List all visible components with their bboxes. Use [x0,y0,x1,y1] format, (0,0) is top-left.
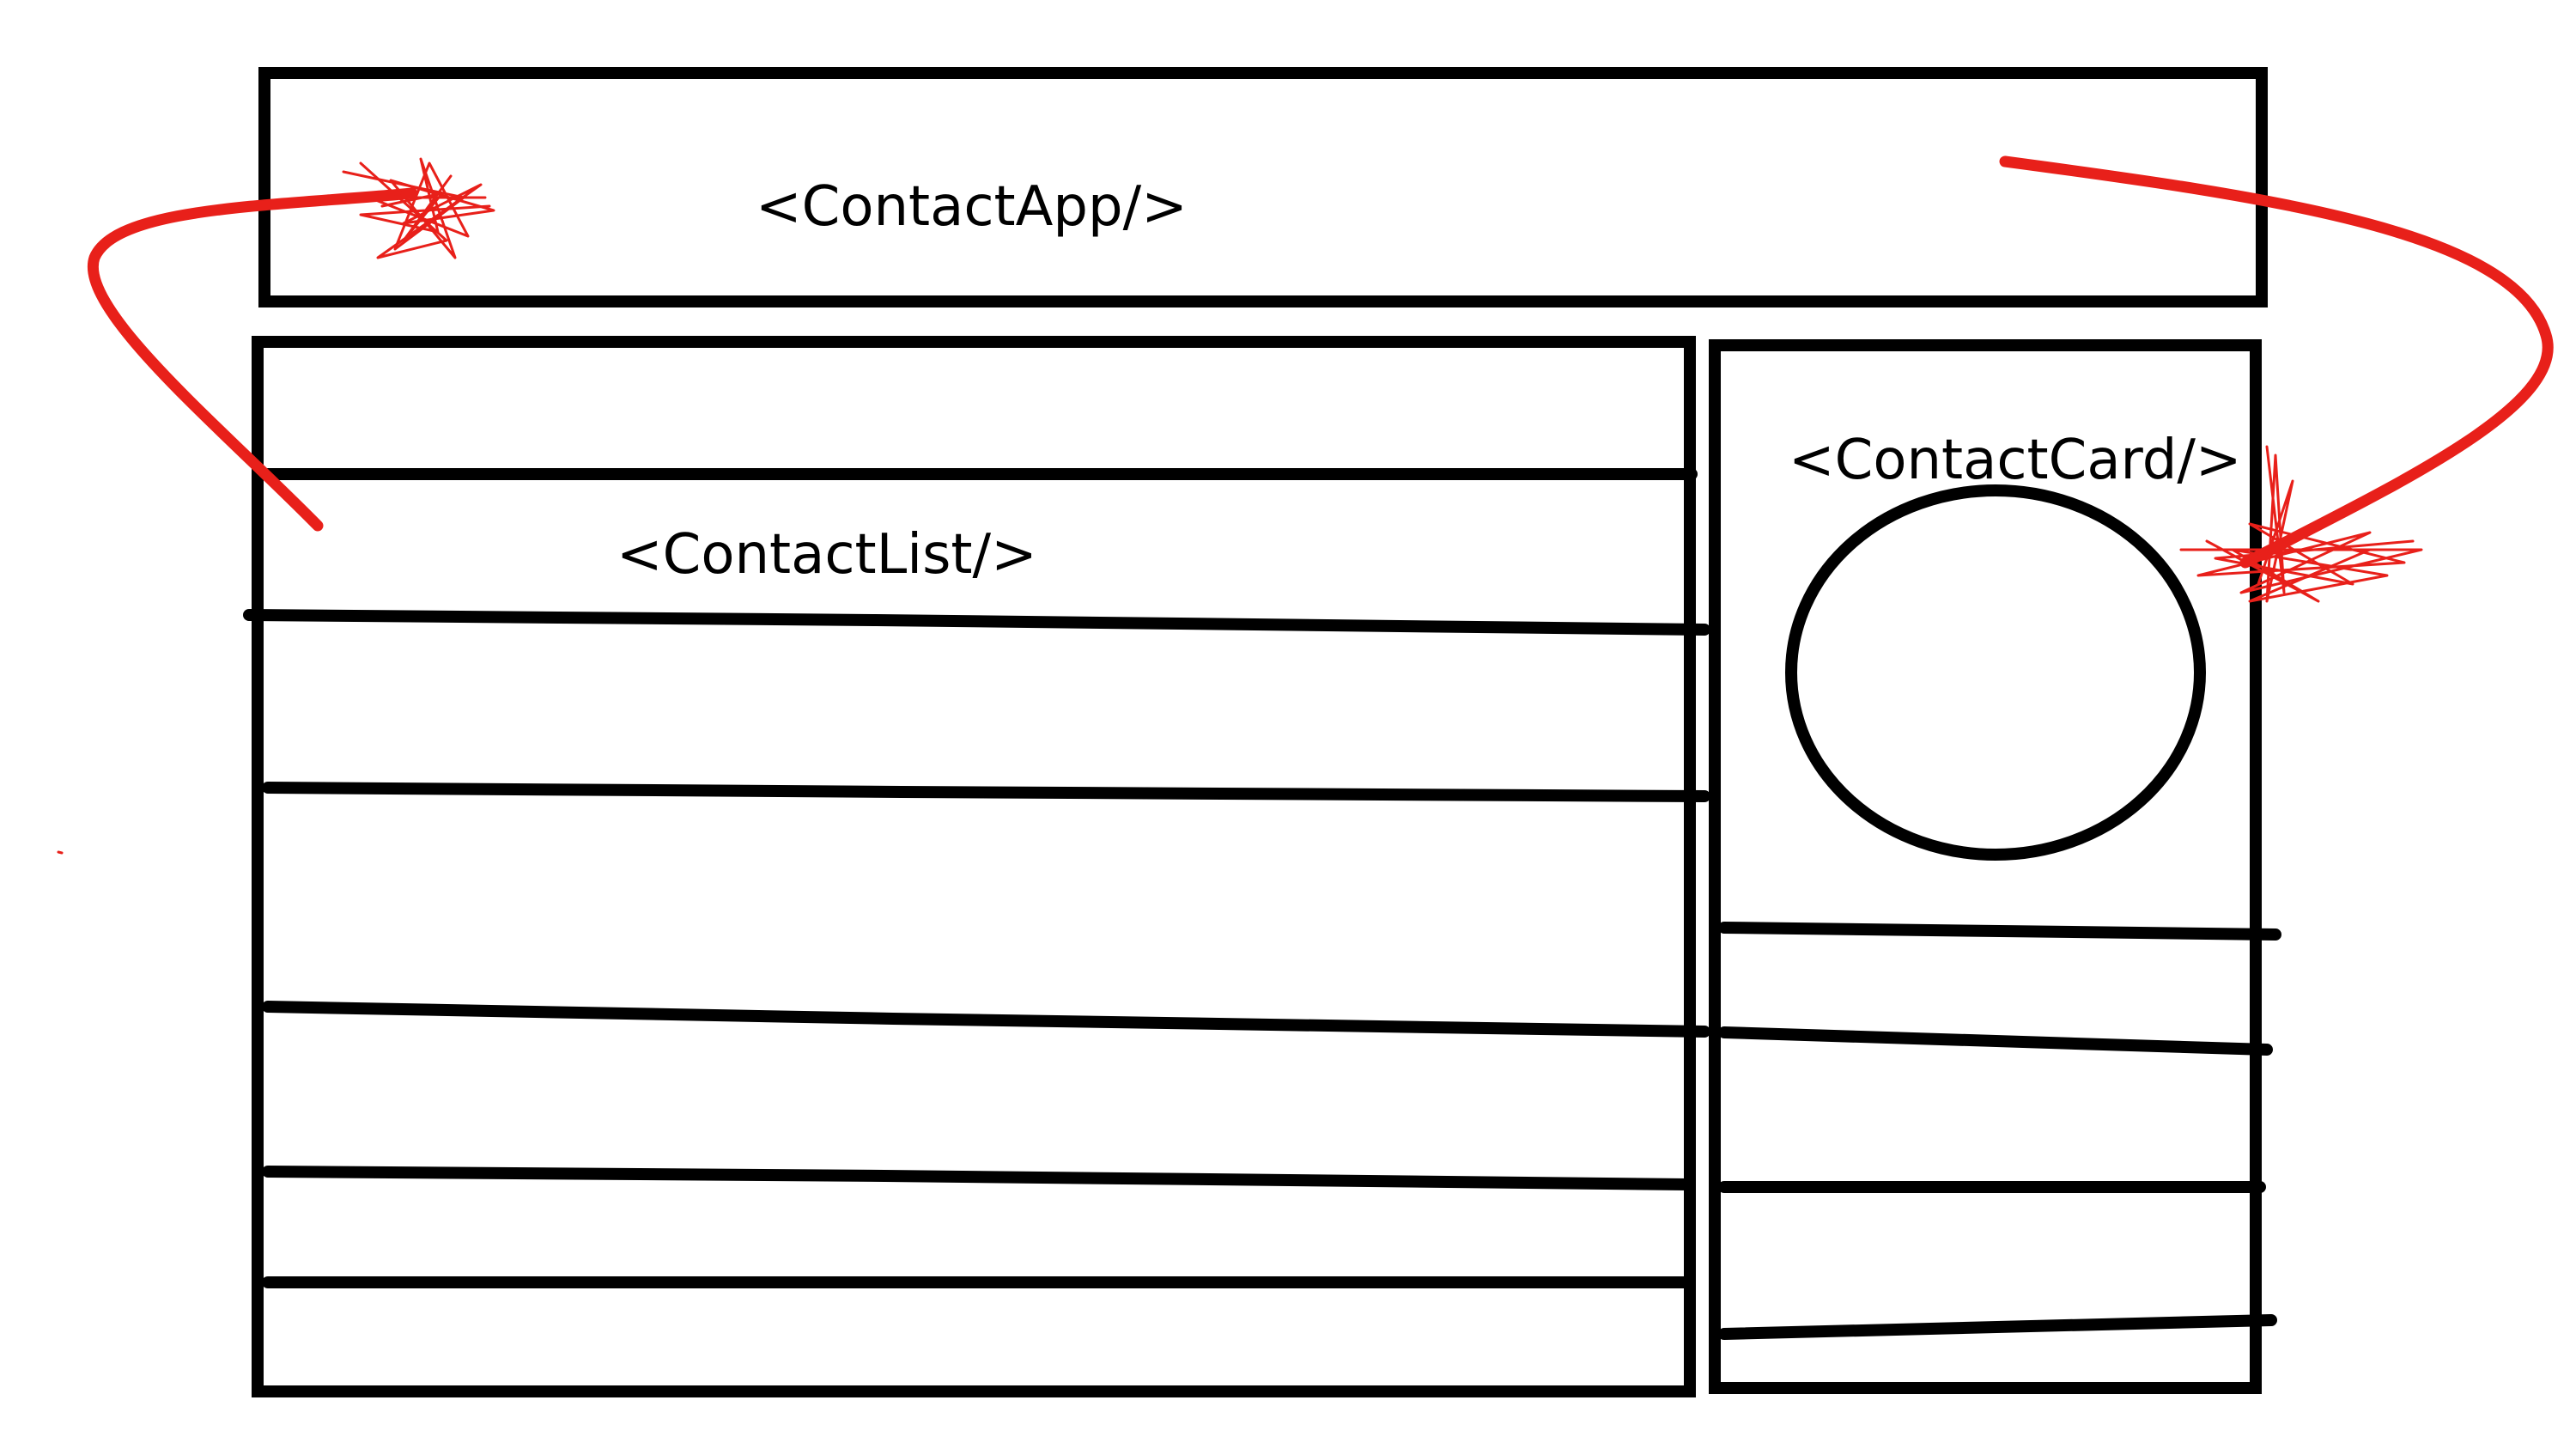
card-field-line [1718,1314,2277,1340]
contact-list-box [252,336,1696,1397]
contact-app-label: <ContactApp/> [756,175,1188,239]
stray-mark [57,850,64,855]
card-field-line [1718,1026,2273,1056]
data-flow-annotations [57,155,2554,855]
right-arrowhead-scribble [2179,445,2423,603]
left-curved-arrow [87,187,418,532]
list-row-divider [262,1001,1710,1038]
card-field-line [1718,922,2281,941]
left-arrowhead-scribble [342,157,495,259]
avatar-circle [1785,484,2206,861]
contact-list-label: <ContactList/> [617,523,1037,587]
list-row-divider [243,609,1710,636]
right-curved-arrow [1999,155,2554,569]
list-row-divider [262,782,1710,802]
contact-card-component: <ContactCard/> [1709,339,2281,1394]
contact-app-component: <ContactApp/> [258,67,2268,307]
contact-app-box [258,67,2268,307]
contact-card-box [1709,339,2262,1394]
contact-list-component: <ContactList/> [243,336,1710,1397]
list-row-divider [262,1166,1693,1190]
contact-card-label: <ContactCard/> [1789,429,2242,492]
